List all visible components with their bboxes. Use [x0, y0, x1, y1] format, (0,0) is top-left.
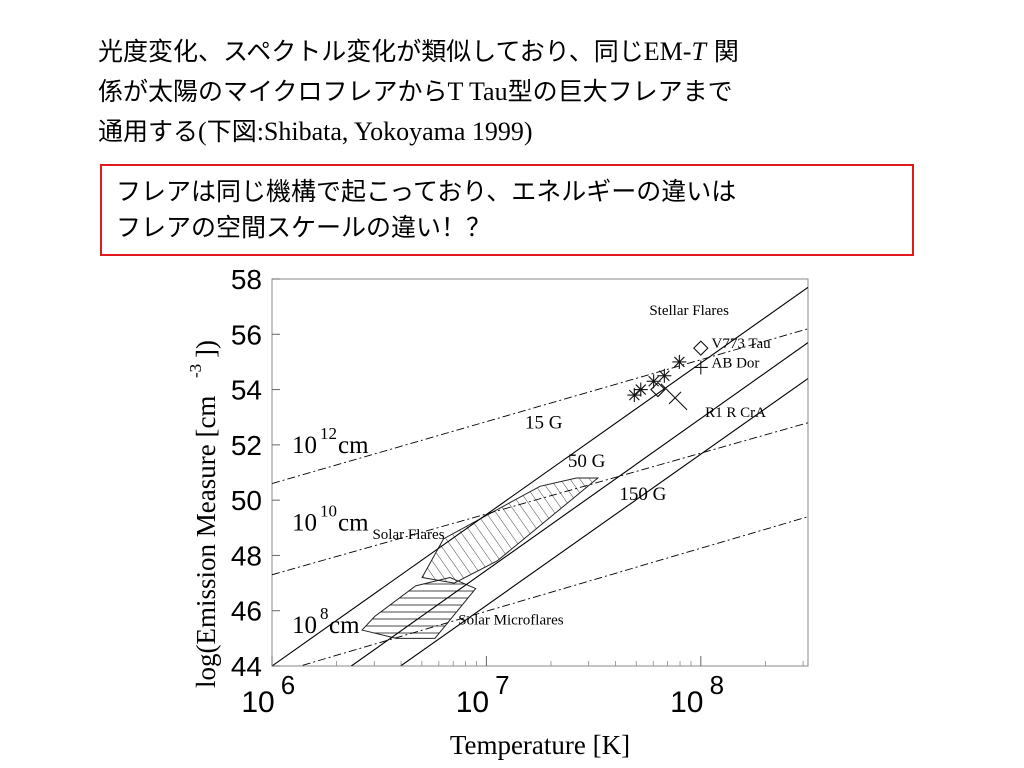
- title-em: EM-: [643, 37, 692, 66]
- y-tick-label-0: 44: [231, 651, 262, 682]
- title-T: T: [691, 37, 706, 66]
- region-label-1: Solar Microflares: [458, 613, 564, 629]
- annotation-0: Stellar Flares: [649, 303, 729, 319]
- length-label-2: 10 8 cm: [292, 604, 360, 639]
- slide-title: 光度変化、スペクトル変化が類似しており、同じEM-T 関 係が太陽のマイクロフレ…: [98, 32, 928, 152]
- x-tick-label-2: 108: [670, 670, 724, 719]
- annotation-2: AB Dor: [712, 355, 760, 371]
- svg-text:12: 12: [320, 424, 337, 443]
- stellar-point-plus: [693, 360, 708, 375]
- field-line-label-2: 150 G: [619, 484, 666, 505]
- svg-text:10: 10: [320, 502, 337, 521]
- stellar-point-asterisk: [657, 368, 672, 383]
- svg-text:log(Emission Measure [cm: log(Emission Measure [cm: [191, 396, 221, 688]
- annotation-1: V773 Tau: [712, 336, 772, 352]
- y-tick-label-1: 46: [231, 596, 262, 627]
- y-tick-label-2: 48: [231, 540, 262, 571]
- stellar-point-diamond: [693, 340, 709, 356]
- y-tick-label-5: 54: [231, 375, 262, 406]
- callout-box: フレアは同じ機構で起こっており、エネルギーの違いは フレアの空間スケールの違い！…: [100, 164, 914, 256]
- svg-text:cm: cm: [329, 612, 360, 639]
- y-tick-label-7: 58: [231, 264, 262, 295]
- title-text-1a: 光度変化、スペクトル変化が類似しており、同じ: [98, 37, 644, 66]
- stellar-point-cross: [660, 383, 688, 411]
- annotation-3: R1 R CrA: [705, 405, 766, 421]
- x-tick-label-0: 106: [241, 670, 295, 719]
- stellar-point-asterisk: [633, 382, 648, 397]
- svg-text:]): ]): [191, 340, 221, 358]
- svg-text:10: 10: [456, 686, 489, 719]
- title-text-2b: T Tau: [447, 77, 508, 106]
- plot-frame: [271, 278, 809, 667]
- title-line-3: 通用する(下図:Shibata, Yokoyama 1999): [98, 112, 928, 152]
- length-line-0: [272, 328, 808, 484]
- svg-text:8: 8: [320, 604, 329, 623]
- y-tick-label-6: 56: [231, 319, 262, 350]
- svg-text:7: 7: [495, 670, 509, 700]
- svg-text:cm: cm: [338, 510, 369, 537]
- stellar-point-asterisk: [672, 354, 687, 369]
- svg-text:6: 6: [281, 670, 295, 700]
- field-line-2: [400, 378, 808, 666]
- svg-text:-3: -3: [186, 364, 205, 378]
- x-axis-label: Temperature [K]: [450, 730, 630, 760]
- plot-area: [272, 286, 808, 666]
- title-citation: :Shibata, Yokoyama 1999): [256, 117, 533, 146]
- svg-text:10: 10: [292, 432, 317, 459]
- svg-text:8: 8: [710, 670, 724, 700]
- svg-text:10: 10: [241, 686, 274, 719]
- stellar-point-asterisk: [646, 374, 661, 389]
- length-label-1: 10 10 cm: [292, 502, 369, 537]
- field-line-label-1: 50 G: [568, 451, 606, 472]
- length-line-2: [298, 516, 808, 666]
- svg-text:10: 10: [292, 510, 317, 537]
- y-tick-label-3: 50: [231, 485, 262, 516]
- title-text-3a: 通用する: [98, 117, 199, 146]
- callout-line-2: フレアの空間スケールの違い！？: [116, 213, 492, 242]
- title-line-1: 光度変化、スペクトル変化が類似しており、同じEM-T 関: [98, 32, 928, 72]
- field-line-label-0: 15 G: [525, 412, 563, 433]
- title-text-3b: (: [198, 117, 207, 146]
- y-axis-label: log(Emission Measure [cm -3]): [186, 340, 221, 688]
- length-line-1: [272, 422, 808, 576]
- y-tick-label-4: 52: [231, 430, 262, 461]
- title-text-2c: 型の巨大フレアまで: [507, 77, 733, 106]
- title-line-2: 係が太陽のマイクロフレアからT Tau型の巨大フレアまで: [98, 72, 928, 112]
- title-text-2a: 係が太陽のマイクロフレアから: [98, 77, 448, 106]
- svg-text:10: 10: [292, 612, 317, 639]
- field-line-0: [272, 286, 808, 666]
- labels: Stellar Flares V773 Tau AB Dor R1 R CrA 15 G…: [292, 303, 771, 639]
- field-line-1: [351, 342, 808, 666]
- length-label-0: 10 12 cm: [292, 424, 369, 459]
- region-label-0: Solar Flares: [372, 527, 444, 543]
- stellar-point-asterisk: [627, 388, 642, 403]
- region-solar-flares: [421, 477, 600, 584]
- callout-line-1: フレアは同じ機構で起こっており、エネルギーの違いは: [116, 177, 737, 206]
- title-text-1b: 関: [713, 37, 739, 66]
- x-tick-label-1: 107: [456, 670, 510, 719]
- svg-text:cm: cm: [338, 432, 369, 459]
- region-solar-microflares: [361, 577, 477, 639]
- title-text-3c: 下図: [206, 117, 257, 146]
- stellar-point-diamond: [650, 381, 666, 398]
- svg-text:10: 10: [670, 686, 703, 719]
